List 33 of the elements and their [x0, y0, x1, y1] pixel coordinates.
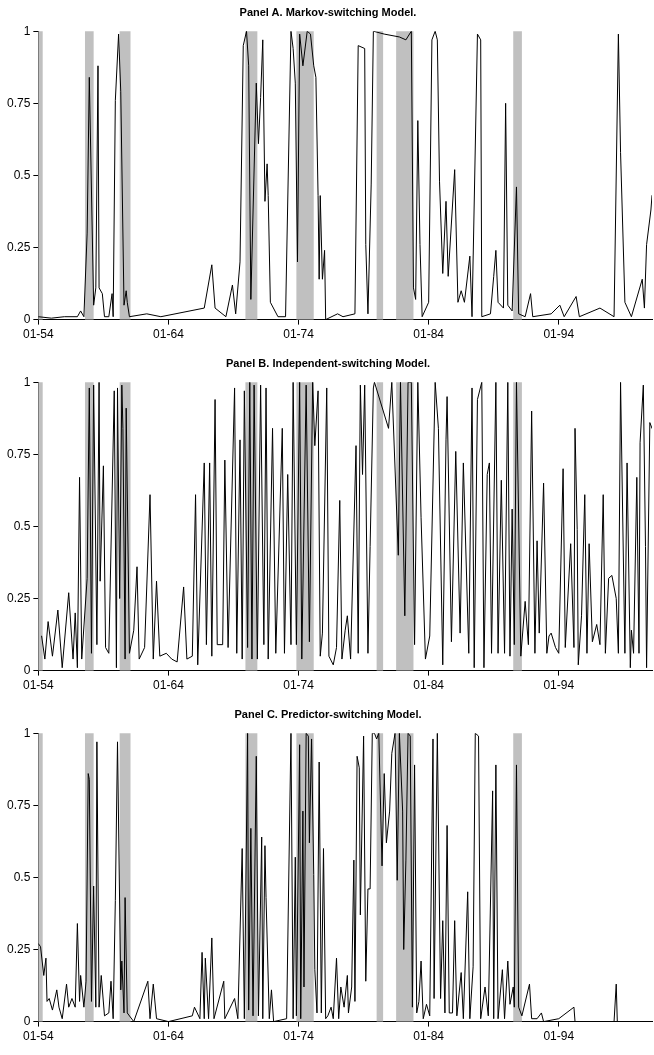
x-tick-label: 01-94: [543, 327, 575, 342]
chart-title: Panel B. Independent-switching Model.: [225, 356, 431, 369]
y-tick-label: 0.25: [7, 941, 31, 956]
y-tick-label: 0.5: [13, 869, 31, 884]
x-tick-label: 01-94: [543, 1029, 575, 1044]
y-tick-label: 0: [23, 662, 31, 677]
x-tick-label: 01-64: [153, 1029, 185, 1044]
x-tick-label: 01-54: [23, 1029, 55, 1044]
y-tick-label: 0: [23, 1013, 31, 1028]
chart-title: Panel C. Predictor-switching Model.: [234, 707, 422, 720]
x-tick-label: 01-74: [283, 1029, 315, 1044]
x-tick-label: 01-84: [413, 327, 445, 342]
y-tick-label: 0.75: [7, 95, 31, 110]
x-tick-label: 01-84: [413, 1029, 445, 1044]
y-tick-label: 0.25: [7, 239, 31, 254]
x-tick-label: 01-64: [153, 327, 185, 342]
chart-title: Panel A. Markov-switching Model.: [239, 5, 417, 18]
y-tick-label: 0: [23, 311, 31, 326]
x-tick-label: 01-74: [283, 327, 315, 342]
x-tick-label: 01-54: [23, 678, 55, 693]
y-tick-label: 1: [23, 374, 31, 389]
x-tick-label: 01-84: [413, 678, 445, 693]
y-tick-label: 0.75: [7, 797, 31, 812]
y-tick-label: 1: [23, 23, 31, 38]
y-tick-label: 1: [23, 725, 31, 740]
x-tick-label: 01-54: [23, 327, 55, 342]
y-tick-label: 0.75: [7, 446, 31, 461]
y-tick-label: 0.5: [13, 167, 31, 182]
x-tick-label: 01-64: [153, 678, 185, 693]
x-tick-label: 01-94: [543, 678, 575, 693]
y-tick-label: 0.5: [13, 518, 31, 533]
x-tick-label: 01-74: [283, 678, 315, 693]
y-tick-label: 0.25: [7, 590, 31, 605]
